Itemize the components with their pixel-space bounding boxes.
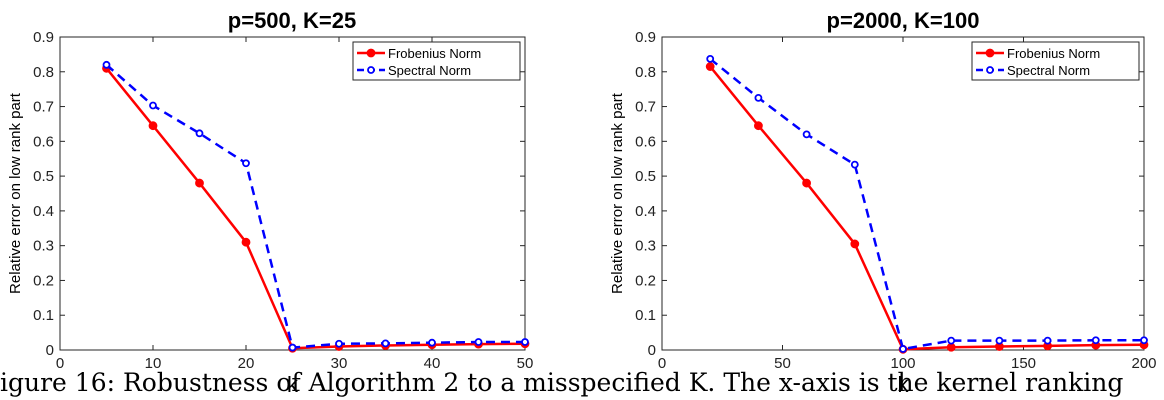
y-tick-label: 0.4 <box>33 203 54 220</box>
legend-label-frobenius: Frobenius Norm <box>388 46 481 61</box>
spectral-point <box>149 101 157 110</box>
spectral-point <box>1043 336 1052 345</box>
frobenius-point <box>802 178 811 188</box>
spectral-point <box>850 160 859 169</box>
legend-marker-spectral <box>986 66 994 74</box>
y-tick-label: 0.1 <box>635 307 656 324</box>
y-tick-label: 0.7 <box>33 99 54 116</box>
chart-title: p=2000, K=100 <box>827 8 980 33</box>
frobenius-point <box>705 62 715 71</box>
legend-label-frobenius: Frobenius Norm <box>1007 46 1100 61</box>
y-tick-label: 0.7 <box>635 99 656 116</box>
y-tick-label: 0.5 <box>33 168 54 185</box>
y-tick-label: 0.2 <box>33 272 54 289</box>
legend-marker-frobenius <box>985 48 995 58</box>
frobenius-point <box>754 121 763 131</box>
frobenius-point <box>241 237 251 247</box>
spectral-point <box>242 159 250 168</box>
x-tick-label: 100 <box>890 355 915 372</box>
figure-caption: igure 16: Robustness of Algorithm 2 to a… <box>0 368 1124 397</box>
legend-label-spectral: Spectral Norm <box>1007 63 1090 78</box>
frobenius-point <box>946 342 956 352</box>
x-tick-label: 10 <box>145 355 162 372</box>
y-axis-label: Relative error on low rank part <box>609 92 626 294</box>
axes-box <box>661 36 1145 351</box>
y-tick-label: 0.3 <box>635 238 656 255</box>
y-tick-label: 0.3 <box>33 238 54 255</box>
y-tick-label: 0 <box>46 342 54 359</box>
series-line-frobenius <box>105 67 526 350</box>
spectral-point <box>802 130 811 139</box>
x-tick-label: 200 <box>1131 355 1156 372</box>
spectral-point <box>995 336 1004 345</box>
y-axis-label: Relative error on low rank part <box>7 92 24 294</box>
spectral-point <box>521 338 529 346</box>
x-tick-label: 0 <box>658 355 666 372</box>
y-tick-label: 0.4 <box>635 203 656 220</box>
x-axis-label: k <box>287 372 299 397</box>
legend-box <box>971 41 1140 81</box>
y-tick-label: 0.9 <box>635 29 656 46</box>
y-tick-label: 0.6 <box>635 133 656 150</box>
spectral-point <box>1091 336 1100 345</box>
spectral-point <box>428 338 436 347</box>
spectral-point <box>947 336 956 345</box>
chart-title: p=500, K=25 <box>228 8 356 33</box>
spectral-point <box>474 338 483 346</box>
spectral-point <box>102 60 111 69</box>
y-tick-label: 0.8 <box>635 64 656 81</box>
y-tick-label: 0.2 <box>635 272 656 289</box>
spectral-point <box>1140 336 1148 345</box>
spectral-point <box>899 345 907 353</box>
x-tick-label: 50 <box>517 355 534 372</box>
legend-box <box>352 41 521 81</box>
y-tick-label: 0.1 <box>33 307 54 324</box>
y-tick-label: 0.8 <box>33 64 54 81</box>
x-axis-label: k <box>898 372 910 397</box>
x-tick-label: 30 <box>331 355 348 372</box>
frobenius-point <box>195 178 204 188</box>
y-tick-label: 0.5 <box>635 168 656 185</box>
legend: Frobenius Norm Spectral Norm <box>352 41 521 81</box>
x-tick-label: 50 <box>774 355 791 372</box>
chart-panel-1: p=500, K=25 0 0.1 0.2 0.3 0.4 0.5 0.6 0.7 0.8 0.9 0… <box>7 8 533 397</box>
legend-marker-frobenius <box>366 48 376 58</box>
chart-panel-2: p=2000, K=100 0 0.1 0.2 0.3 0.4 0.5 0.6 0.7 0.8 0.… <box>609 8 1157 397</box>
legend-marker-spectral <box>367 66 375 74</box>
spectral-point <box>381 339 390 348</box>
series-line-spectral <box>105 63 525 349</box>
series-line-frobenius <box>709 65 1145 351</box>
series-line-spectral <box>709 57 1144 351</box>
legend-label-spectral: Spectral Norm <box>388 63 471 78</box>
frobenius-point <box>148 121 158 131</box>
x-tick-label: 150 <box>1011 355 1036 372</box>
frobenius-point <box>850 239 860 249</box>
x-tick-label: 0 <box>56 355 64 372</box>
x-tick-label: 40 <box>424 355 441 372</box>
legend: Frobenius Norm Spectral Norm <box>971 41 1140 81</box>
spectral-point <box>335 339 343 348</box>
spectral-point <box>754 93 763 102</box>
y-tick-label: 0.9 <box>33 29 54 46</box>
spectral-point <box>706 55 715 63</box>
y-tick-label: 0.6 <box>33 133 54 150</box>
spectral-point <box>195 129 204 138</box>
x-tick-label: 20 <box>238 355 255 372</box>
y-tick-label: 0 <box>648 342 656 359</box>
spectral-point <box>288 343 297 352</box>
